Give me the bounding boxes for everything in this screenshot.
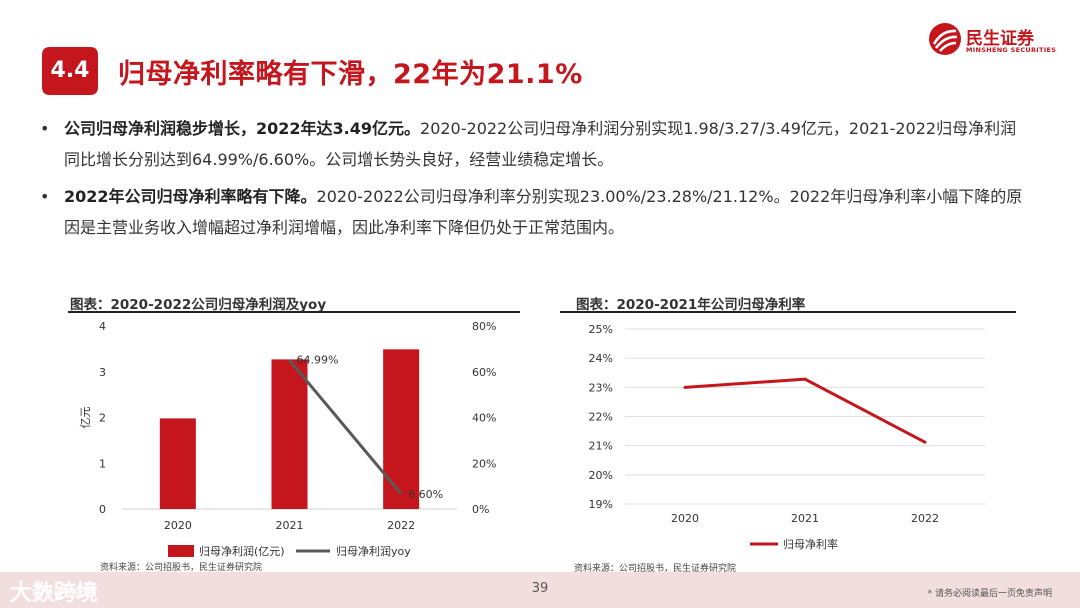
bullet-bold: 2022年公司归母净利率略有下降。	[64, 187, 317, 206]
minsheng-logo-icon	[929, 23, 961, 55]
disclaimer: * 请务必阅读最后一页免责声明	[927, 589, 1052, 599]
brand-name-cn: 民生证券	[966, 29, 1034, 49]
y-tick-label: 0	[99, 503, 106, 516]
footer-band	[0, 572, 1080, 608]
y-tick-label: 22%	[589, 411, 613, 424]
line-yoy	[288, 359, 403, 495]
y2-tick-label: 20%	[472, 457, 496, 470]
y-tick-label: 4	[99, 320, 106, 333]
bullet-item-1: • 公司归母净利润稳步增长，2022年达3.49亿元。2020-2022公司归母…	[40, 113, 1030, 175]
y-tick-label: 2	[99, 412, 106, 425]
chart-right: 19% 20% 21% 22% 23% 24% 25% 2020 2021 2022 归母净利率	[589, 323, 985, 551]
bullet-text: 2020-2022公司归母净利润分别实现1.98/3.27/3.49亿元，202…	[64, 119, 1017, 169]
y-tick-label: 23%	[589, 381, 613, 394]
y-axis-label: 亿元	[79, 407, 92, 429]
footer-watermark: 大数跨境	[10, 581, 99, 606]
y-tick-label: 19%	[589, 498, 613, 511]
y2-tick-label: 60%	[472, 366, 496, 379]
bar-profit	[159, 418, 196, 509]
section-badge-shape	[42, 47, 98, 95]
bullet-text: 2020-2022公司归母净利率分别实现23.00%/23.28%/21.12%…	[64, 187, 1023, 237]
point-net-margin	[803, 377, 807, 381]
point-net-margin	[683, 385, 687, 389]
y-tick-label: 25%	[589, 323, 613, 336]
chart-left-source: 资料来源：公司招股书，民生证券研究院	[100, 563, 263, 573]
section-badge: 4.4	[42, 47, 98, 95]
yoy-data-label: 6.60%	[408, 488, 443, 501]
line-net-margin	[684, 377, 926, 444]
page-number: 39	[531, 581, 549, 596]
bullet-item-2: • 2022年公司归母净利率略有下降。2020-2022公司归母净利率分别实现2…	[40, 181, 1030, 243]
y-tick-label: 3	[99, 366, 106, 379]
footer-subtitle: 证券研究报告	[36, 589, 91, 599]
chart-right-source: 资料来源：公司招股书，民生证券研究院	[574, 564, 737, 574]
y-tick-label: 21%	[589, 440, 613, 453]
x-tick-label: 2022	[911, 512, 939, 525]
brand-logo: 民生证券 MINSHENG SECURITIES	[928, 22, 1056, 58]
bar-profit	[383, 349, 420, 509]
chart-right-title: 图表：2020-2021年公司归母净利率	[576, 297, 806, 313]
x-tick-label: 2021	[276, 519, 304, 532]
y-tick-label: 20%	[589, 469, 613, 482]
bar-profit	[271, 359, 308, 509]
legend-label-line: 归母净利率	[783, 537, 838, 551]
legend-label-line: 归母净利润yoy	[336, 544, 411, 558]
x-tick-label: 2021	[791, 512, 819, 525]
x-tick-label: 2022	[387, 519, 415, 532]
chart-left-rule	[68, 311, 520, 313]
bullet-dot: •	[40, 187, 50, 206]
y2-tick-label: 40%	[472, 412, 496, 425]
point-net-margin	[923, 440, 927, 444]
page-title: 归母净利率略有下滑，22年为21.1%	[118, 59, 583, 90]
y2-tick-label: 80%	[472, 320, 496, 333]
chart-right-rule	[560, 311, 1016, 313]
x-tick-label: 2020	[671, 512, 699, 525]
brand-name-en: MINSHENG SECURITIES	[966, 46, 1057, 54]
x-tick-label: 2020	[164, 519, 192, 532]
y-tick-label: 24%	[589, 352, 613, 365]
y2-tick-label: 0%	[472, 503, 489, 516]
section-number: 4.4	[50, 58, 90, 83]
yoy-data-label: 64.99%	[297, 353, 339, 366]
legend-swatch-bar	[168, 545, 194, 557]
bullet-dot: •	[40, 119, 50, 138]
y-tick-label: 1	[99, 457, 106, 470]
legend-label-bar: 归母净利润(亿元)	[199, 544, 285, 558]
chart-left-title: 图表：2020-2022公司归母净利润及yoy	[70, 297, 327, 313]
bullet-bold: 公司归母净利润稳步增长，2022年达3.49亿元。	[64, 119, 421, 138]
